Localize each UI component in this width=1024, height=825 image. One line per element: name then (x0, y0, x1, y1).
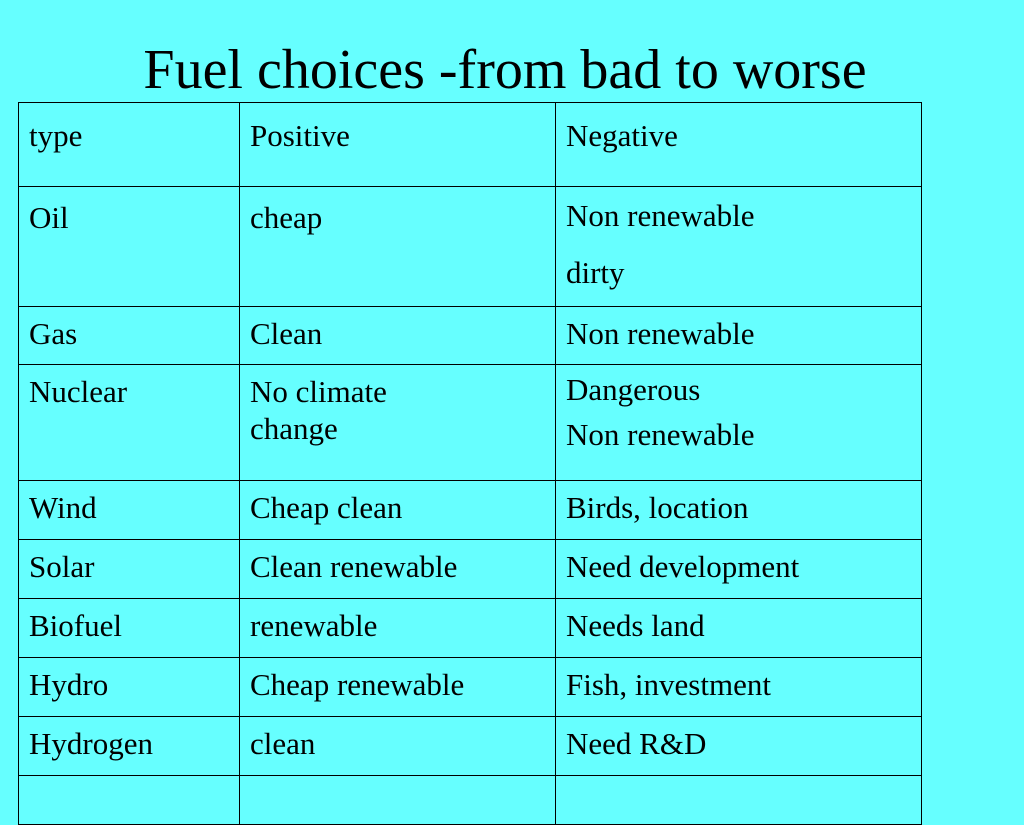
positive-text: cheap (250, 200, 323, 235)
negative-text: Non renewable (566, 417, 755, 452)
table-row: Hydrogen clean Need R&D (18, 716, 922, 776)
table-row-empty (18, 775, 922, 825)
negative-cell: Non renewable dirty (555, 186, 922, 307)
type-cell: Hydro (18, 657, 240, 717)
positive-cell: Clean (239, 306, 556, 365)
negative-cell: Fish, investment (555, 657, 922, 717)
type-cell: Nuclear (18, 364, 240, 481)
negative-text: Non renewable (566, 198, 755, 233)
empty-cell (239, 775, 556, 825)
header-negative: Negative (555, 102, 922, 187)
fuel-comparison-table: type Positive Negative Oil cheap Non ren… (18, 102, 922, 825)
positive-cell: Clean renewable (239, 539, 556, 599)
type-cell: Wind (18, 480, 240, 540)
positive-text: Cheap renewable (250, 667, 465, 702)
positive-text: Clean renewable (250, 549, 458, 584)
type-cell: Oil (18, 186, 240, 307)
negative-cell: Dangerous Non renewable (555, 364, 922, 481)
slide-title: Fuel choices -from bad to worse (143, 39, 867, 101)
negative-text: dirty (566, 255, 625, 290)
negative-text: Non renewable (566, 316, 755, 351)
negative-text: Dangerous (566, 372, 701, 407)
positive-cell: cheap (239, 186, 556, 307)
table-row: Gas Clean Non renewable (18, 306, 922, 365)
table-row: Oil cheap Non renewable dirty (18, 186, 922, 307)
positive-cell: clean (239, 716, 556, 776)
negative-cell: Non renewable (555, 306, 922, 365)
positive-text: renewable (250, 608, 378, 643)
table-row: Solar Clean renewable Need development (18, 539, 922, 599)
empty-cell (555, 775, 922, 825)
negative-text: Need R&D (566, 726, 707, 761)
table-row: Biofuel renewable Needs land (18, 598, 922, 658)
negative-text: Needs land (566, 608, 705, 643)
type-cell: Solar (18, 539, 240, 599)
negative-text: Need development (566, 549, 800, 584)
negative-text: Birds, location (566, 490, 749, 525)
table-header-row: type Positive Negative (18, 102, 922, 187)
positive-cell: Cheap clean (239, 480, 556, 540)
table-row: Nuclear No climate change Dangerous Non … (18, 364, 922, 481)
positive-text: change (250, 411, 338, 447)
negative-cell: Need development (555, 539, 922, 599)
type-cell: Hydrogen (18, 716, 240, 776)
positive-cell: Cheap renewable (239, 657, 556, 717)
header-type: type (18, 102, 240, 187)
negative-text: Fish, investment (566, 667, 771, 702)
negative-cell: Need R&D (555, 716, 922, 776)
positive-text: Cheap clean (250, 490, 403, 525)
negative-cell: Birds, location (555, 480, 922, 540)
positive-cell: No climate change (239, 364, 556, 481)
type-cell: Gas (18, 306, 240, 365)
table-row: Hydro Cheap renewable Fish, investment (18, 657, 922, 717)
negative-cell: Needs land (555, 598, 922, 658)
positive-cell: renewable (239, 598, 556, 658)
header-positive: Positive (239, 102, 556, 187)
positive-text: clean (250, 726, 316, 761)
positive-text: Clean (250, 316, 323, 351)
type-cell: Biofuel (18, 598, 240, 658)
table-row: Wind Cheap clean Birds, location (18, 480, 922, 540)
empty-cell (18, 775, 240, 825)
positive-text: No climate (250, 374, 387, 409)
